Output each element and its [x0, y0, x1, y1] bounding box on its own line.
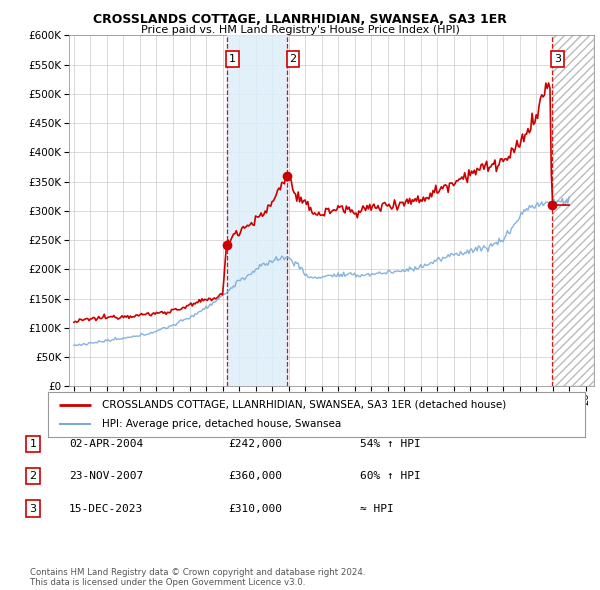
- Text: 54% ↑ HPI: 54% ↑ HPI: [360, 439, 421, 448]
- Text: 60% ↑ HPI: 60% ↑ HPI: [360, 471, 421, 481]
- Text: £310,000: £310,000: [228, 504, 282, 513]
- Bar: [553, 35, 594, 386]
- Text: £242,000: £242,000: [228, 439, 282, 448]
- Text: 15-DEC-2023: 15-DEC-2023: [69, 504, 143, 513]
- Text: Price paid vs. HM Land Registry's House Price Index (HPI): Price paid vs. HM Land Registry's House …: [140, 25, 460, 35]
- Text: Contains HM Land Registry data © Crown copyright and database right 2024.
This d: Contains HM Land Registry data © Crown c…: [30, 568, 365, 587]
- Text: 23-NOV-2007: 23-NOV-2007: [69, 471, 143, 481]
- Bar: [227, 35, 287, 386]
- Text: 1: 1: [29, 439, 37, 448]
- Text: 2: 2: [29, 471, 37, 481]
- Text: CROSSLANDS COTTAGE, LLANRHIDIAN, SWANSEA, SA3 1ER (detached house): CROSSLANDS COTTAGE, LLANRHIDIAN, SWANSEA…: [102, 400, 506, 409]
- Text: ≈ HPI: ≈ HPI: [360, 504, 394, 513]
- Text: 3: 3: [554, 54, 561, 64]
- Bar: [553, 35, 594, 386]
- Text: 2: 2: [289, 54, 296, 64]
- Text: £360,000: £360,000: [228, 471, 282, 481]
- Text: CROSSLANDS COTTAGE, LLANRHIDIAN, SWANSEA, SA3 1ER: CROSSLANDS COTTAGE, LLANRHIDIAN, SWANSEA…: [93, 13, 507, 26]
- Text: 1: 1: [229, 54, 236, 64]
- Text: 02-APR-2004: 02-APR-2004: [69, 439, 143, 448]
- Text: 3: 3: [29, 504, 37, 513]
- Text: HPI: Average price, detached house, Swansea: HPI: Average price, detached house, Swan…: [102, 419, 341, 429]
